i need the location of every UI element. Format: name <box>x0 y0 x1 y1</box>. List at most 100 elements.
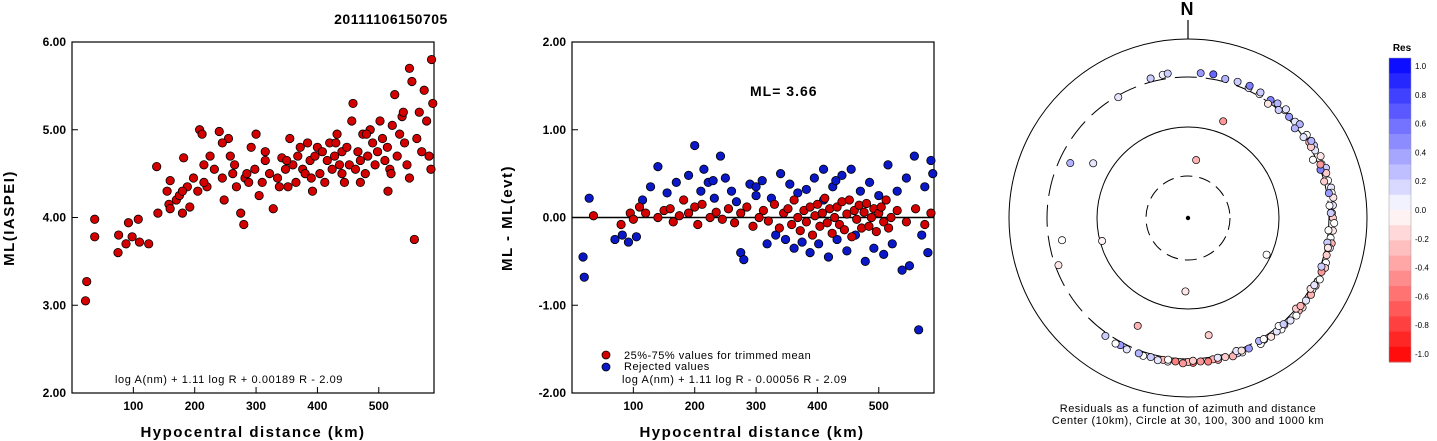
formula-middle: log A(nm) + 1.11 log R - 0.00056 R - 2.0… <box>622 374 847 386</box>
data-point <box>315 169 325 179</box>
trimmed-point <box>839 225 850 235</box>
trimmed-point <box>883 223 894 233</box>
data-point <box>113 248 123 258</box>
station-point <box>1310 281 1319 290</box>
station-point <box>1296 301 1305 310</box>
rejected-point <box>751 182 761 192</box>
station-point <box>1209 70 1218 79</box>
station-point <box>1299 133 1308 142</box>
data-point <box>386 169 396 179</box>
station-points <box>1054 69 1339 368</box>
colorbar-swatch <box>1389 255 1411 272</box>
station-point <box>1323 243 1332 252</box>
rejected-point <box>785 179 795 189</box>
data-point <box>283 182 293 192</box>
data-points-left <box>80 54 438 306</box>
rejected-point <box>801 184 811 195</box>
y-tick-label: 1.00 <box>543 123 567 137</box>
trimmed-point <box>901 217 911 227</box>
data-point <box>197 129 207 139</box>
data-point <box>90 214 100 224</box>
colorbar-swatch <box>1389 270 1411 287</box>
colorbar-swatch <box>1389 58 1411 74</box>
data-point <box>383 186 393 196</box>
data-point <box>337 169 347 179</box>
legend-marker-trimmed <box>601 350 611 360</box>
data-point <box>199 160 209 170</box>
trimmed-point <box>787 219 797 230</box>
data-point <box>395 129 405 139</box>
station-point <box>1316 160 1325 169</box>
y-tick-label: 4.00 <box>43 211 67 225</box>
trimmed-point <box>679 195 689 205</box>
station-point <box>1089 159 1098 168</box>
data-point <box>229 160 240 170</box>
rejected-point <box>928 169 938 179</box>
x-tick-label: 500 <box>369 399 389 413</box>
data-point <box>317 147 327 157</box>
trimmed-point <box>817 208 827 218</box>
data-point <box>242 169 252 179</box>
data-point <box>239 219 249 230</box>
trimmed-point <box>844 195 854 205</box>
data-point <box>236 208 246 218</box>
station-point <box>1189 356 1197 365</box>
data-point <box>80 296 91 306</box>
x-tick-label: 400 <box>307 399 327 413</box>
colorbar-label: 0.8 <box>1415 91 1427 100</box>
data-point <box>368 138 378 148</box>
data-point <box>322 155 332 166</box>
data-point <box>350 164 361 174</box>
station-point <box>1066 159 1075 168</box>
trimmed-point <box>793 212 803 223</box>
data-point <box>264 169 275 179</box>
x-tick-label: 500 <box>869 399 889 413</box>
colorbar-labels: 1.0 0.8 0.6 0.4 0.2 0.0 -0.2 -0.4 -0.6 -0.8 -1.0 <box>1415 62 1429 359</box>
colorbar-swatch <box>1389 286 1411 302</box>
colorbar-swatch <box>1389 301 1411 317</box>
trimmed-point <box>628 214 638 224</box>
colorbar-label: 0.4 <box>1415 148 1427 157</box>
rejected-point <box>731 197 742 207</box>
trimmed-point <box>795 226 805 236</box>
y-axis-label-left: ML(IASPEI) <box>1 170 18 266</box>
data-point <box>217 138 227 148</box>
data-point <box>361 129 372 139</box>
trimmed-point <box>866 212 877 223</box>
data-point <box>342 142 352 152</box>
data-points-middle <box>578 140 938 335</box>
station-point <box>1221 74 1230 83</box>
rejected-point <box>917 230 927 240</box>
trimmed-point <box>847 232 857 242</box>
trimmed-point <box>705 212 715 223</box>
data-point <box>331 138 341 148</box>
data-point <box>219 195 229 205</box>
rejected-point <box>823 252 834 262</box>
trimmed-point <box>842 209 852 219</box>
rejected-point <box>897 265 907 275</box>
colorbar-swatch <box>1389 346 1411 363</box>
station-point <box>1316 152 1325 161</box>
station-point <box>1178 359 1187 368</box>
trimmed-point <box>926 208 936 218</box>
data-point <box>398 107 408 117</box>
station-point <box>1196 357 1205 366</box>
station-point <box>1146 353 1155 362</box>
data-point <box>300 169 310 179</box>
rejected-point <box>623 237 634 247</box>
data-point <box>244 177 254 187</box>
colorbar-label: 0.6 <box>1415 120 1427 129</box>
rejected-point <box>809 173 819 183</box>
data-point <box>179 153 189 163</box>
plot-frame-left <box>71 41 435 394</box>
data-point <box>90 232 100 242</box>
data-point <box>428 98 438 109</box>
data-point <box>285 133 295 144</box>
trimmed-point <box>801 217 811 227</box>
station-point <box>1274 106 1283 114</box>
data-point <box>223 133 234 144</box>
station-point <box>1204 331 1213 340</box>
rejected-point <box>780 234 791 245</box>
station-point <box>1058 236 1066 245</box>
station-point <box>1279 320 1288 329</box>
